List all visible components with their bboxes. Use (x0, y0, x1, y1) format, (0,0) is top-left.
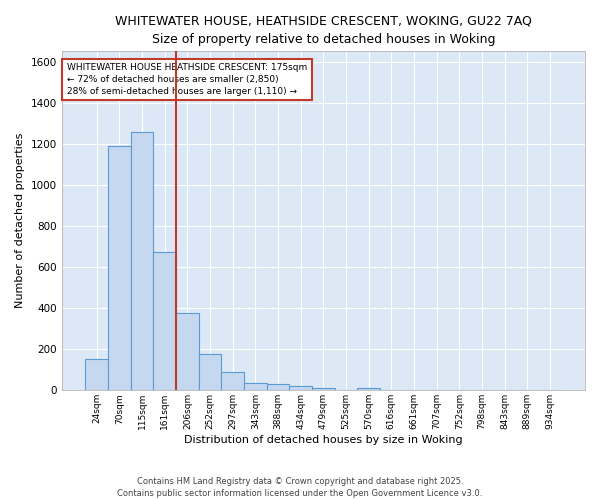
Bar (312, 388, 335, 390)
Bar (131, 132, 154, 390)
Bar (176, 314, 199, 390)
Bar (221, 372, 244, 390)
Bar (289, 386, 312, 390)
Bar (266, 384, 289, 390)
Title: WHITEWATER HOUSE, HEATHSIDE CRESCENT, WOKING, GU22 7AQ
Size of property relative: WHITEWATER HOUSE, HEATHSIDE CRESCENT, WO… (115, 15, 532, 46)
Bar (199, 354, 221, 390)
Text: Contains HM Land Registry data © Crown copyright and database right 2025.
Contai: Contains HM Land Registry data © Crown c… (118, 476, 482, 498)
Bar (154, 252, 176, 390)
Bar (244, 382, 266, 390)
Y-axis label: Number of detached properties: Number of detached properties (15, 133, 25, 308)
Bar (358, 388, 380, 390)
X-axis label: Distribution of detached houses by size in Woking: Distribution of detached houses by size … (184, 435, 463, 445)
Text: WHITEWATER HOUSE HEATHSIDE CRESCENT: 175sqm
← 72% of detached houses are smaller: WHITEWATER HOUSE HEATHSIDE CRESCENT: 175… (67, 63, 307, 96)
Bar (108, 146, 131, 390)
Bar (85, 360, 108, 390)
